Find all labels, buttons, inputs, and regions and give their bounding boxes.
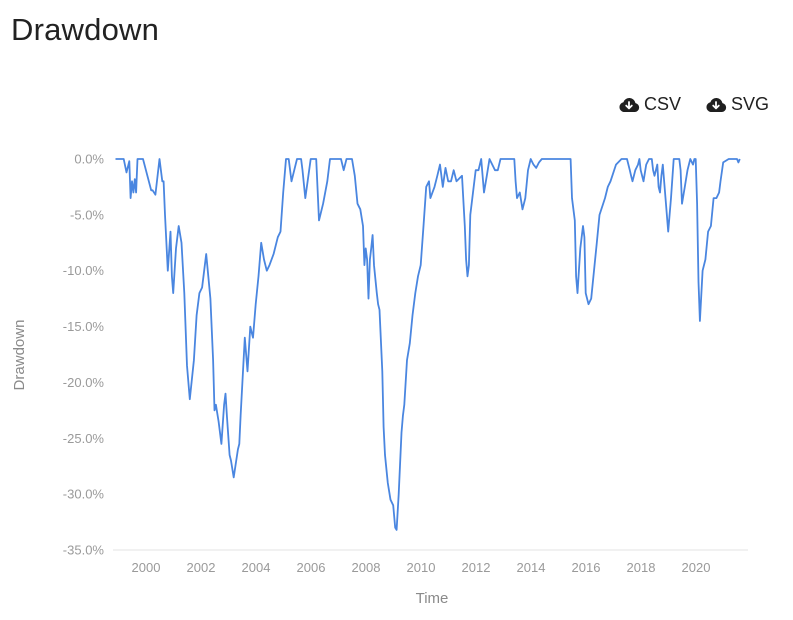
x-tick-label: 2016 (572, 560, 601, 575)
drawdown-series-line (115, 158, 741, 531)
y-tick-label: -35.0% (63, 543, 105, 558)
download-csv-button[interactable]: CSV (618, 94, 681, 115)
y-axis: 0.0% -5.0% -10.0% -15.0% -20.0% -25.0% -30.0% -… (63, 152, 105, 558)
cloud-download-icon (705, 97, 727, 113)
y-tick-label: -10.0% (63, 263, 105, 278)
x-tick-label: 2014 (517, 560, 546, 575)
y-axis-title: Drawdown (11, 320, 28, 391)
x-tick-label: 2004 (242, 560, 271, 575)
x-axis-title: Time (416, 590, 449, 607)
y-tick-label: -15.0% (63, 319, 105, 334)
y-tick-label: -30.0% (63, 487, 105, 502)
y-tick-label: -25.0% (63, 431, 105, 446)
x-tick-label: 2010 (407, 560, 436, 575)
download-svg-label: SVG (730, 94, 769, 114)
download-csv-label: CSV (643, 94, 681, 114)
y-tick-label: -5.0% (70, 207, 104, 222)
y-tick-label: -20.0% (63, 375, 105, 390)
x-tick-label: 2006 (297, 560, 326, 575)
x-tick-label: 2002 (187, 560, 216, 575)
cloud-download-icon (618, 97, 640, 113)
download-toolbar: CSV SVG (618, 94, 769, 115)
y-tick-label: 0.0% (74, 152, 104, 167)
x-tick-label: 2018 (627, 560, 656, 575)
x-tick-label: 2020 (682, 560, 711, 575)
download-svg-button[interactable]: SVG (705, 94, 769, 115)
x-axis: 2000 2002 2004 2006 2008 2010 2012 2014 2016 2018… (132, 560, 711, 575)
x-tick-label: 2012 (462, 560, 491, 575)
page-title: Drawdown (11, 12, 160, 47)
x-tick-label: 2008 (352, 560, 381, 575)
x-tick-label: 2000 (132, 560, 161, 575)
